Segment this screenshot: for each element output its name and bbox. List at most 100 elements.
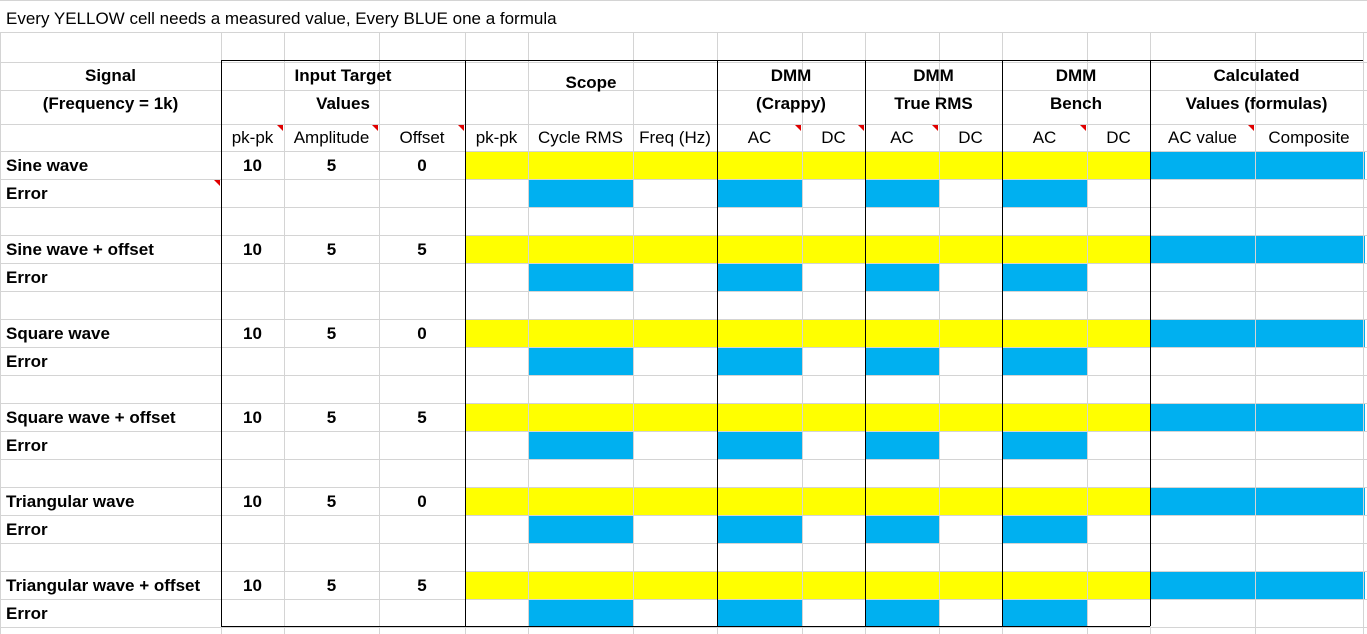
column-subheader[interactable]: Composite [1268, 128, 1350, 147]
error-label[interactable]: Error [6, 435, 48, 455]
column-subheader[interactable]: pk-pk [475, 128, 518, 147]
target-amplitude[interactable]: 5 [326, 239, 337, 259]
target-amplitude[interactable]: 5 [326, 155, 337, 175]
formula-cell[interactable] [1150, 235, 1365, 263]
column-subheader[interactable]: AC value [1168, 128, 1237, 147]
target-pkpk[interactable]: 10 [243, 407, 262, 427]
error-label[interactable]: Error [6, 519, 48, 539]
error-label[interactable]: Error [6, 267, 48, 287]
error-formula-cell[interactable] [717, 347, 802, 375]
formula-cell[interactable] [1150, 403, 1365, 431]
target-offset[interactable]: 0 [417, 155, 427, 175]
gridline-horizontal [0, 515, 1367, 516]
formula-cell[interactable] [1150, 319, 1365, 347]
signal-name[interactable]: Square wave [6, 323, 110, 343]
comment-indicator[interactable] [858, 125, 864, 131]
comment-indicator[interactable] [1248, 125, 1254, 131]
error-formula-cell[interactable] [1002, 263, 1087, 291]
error-formula-cell[interactable] [1002, 347, 1087, 375]
error-formula-cell[interactable] [865, 431, 939, 459]
error-formula-cell[interactable] [717, 263, 802, 291]
error-formula-cell[interactable] [528, 599, 633, 627]
comment-indicator[interactable] [277, 125, 283, 131]
signal-name[interactable]: Triangular wave [6, 491, 135, 511]
error-label[interactable]: Error [6, 183, 48, 203]
formula-cell[interactable] [1150, 151, 1365, 179]
column-subheader[interactable]: Amplitude [293, 128, 370, 147]
signal-name[interactable]: Triangular wave + offset [6, 575, 201, 595]
measured-cell[interactable] [465, 235, 1150, 263]
measured-cell[interactable] [465, 487, 1150, 515]
formula-cell[interactable] [1150, 487, 1365, 515]
header-dmm-true-rms[interactable]: DMM True RMS [865, 62, 1002, 118]
target-offset[interactable]: 5 [417, 407, 427, 427]
error-formula-cell[interactable] [717, 515, 802, 543]
target-amplitude[interactable]: 5 [326, 323, 337, 343]
error-label[interactable]: Error [6, 351, 48, 371]
comment-indicator[interactable] [795, 125, 801, 131]
column-subheader[interactable]: AC [747, 128, 772, 147]
error-formula-cell[interactable] [1002, 179, 1087, 207]
error-formula-cell[interactable] [1002, 599, 1087, 627]
target-pkpk[interactable]: 10 [243, 323, 262, 343]
column-subheader[interactable]: AC [1032, 128, 1057, 147]
measured-cell[interactable] [465, 403, 1150, 431]
header-input-target[interactable]: Input Target Values [221, 62, 465, 118]
comment-indicator[interactable] [214, 180, 220, 186]
error-formula-cell[interactable] [528, 179, 633, 207]
header-signal[interactable]: Signal (Frequency = 1k) [0, 62, 221, 118]
header-scope[interactable]: Scope [465, 62, 717, 104]
signal-name[interactable]: Sine wave [6, 155, 89, 175]
error-formula-cell[interactable] [865, 347, 939, 375]
error-formula-cell[interactable] [865, 263, 939, 291]
error-formula-cell[interactable] [717, 599, 802, 627]
measured-cell[interactable] [465, 319, 1150, 347]
comment-indicator[interactable] [372, 125, 378, 131]
error-formula-cell[interactable] [865, 179, 939, 207]
target-pkpk[interactable]: 10 [243, 155, 262, 175]
error-formula-cell[interactable] [865, 515, 939, 543]
column-subheader[interactable]: DC [821, 128, 846, 147]
error-formula-cell[interactable] [1002, 431, 1087, 459]
error-label[interactable]: Error [6, 603, 48, 623]
target-offset[interactable]: 0 [417, 491, 427, 511]
target-amplitude[interactable]: 5 [326, 575, 337, 595]
target-amplitude[interactable]: 5 [326, 491, 337, 511]
error-formula-cell[interactable] [1002, 515, 1087, 543]
column-subheader[interactable]: Freq (Hz) [639, 128, 711, 147]
target-amplitude[interactable]: 5 [326, 407, 337, 427]
signal-name[interactable]: Sine wave + offset [6, 239, 154, 259]
column-subheader[interactable]: DC [958, 128, 983, 147]
measured-cell[interactable] [465, 571, 1150, 599]
error-formula-cell[interactable] [528, 515, 633, 543]
target-offset[interactable]: 5 [417, 239, 427, 259]
error-formula-cell[interactable] [528, 431, 633, 459]
error-formula-cell[interactable] [528, 347, 633, 375]
column-subheader[interactable]: AC [890, 128, 914, 147]
header-calculated[interactable]: Calculated Values (formulas) [1150, 62, 1363, 118]
formula-cell[interactable] [1150, 571, 1365, 599]
error-formula-cell[interactable] [717, 431, 802, 459]
header-dmm-crappy[interactable]: DMM (Crappy) [717, 62, 865, 118]
target-offset[interactable]: 5 [417, 575, 427, 595]
gridline-horizontal [0, 263, 1367, 264]
target-offset[interactable]: 0 [417, 323, 427, 343]
comment-indicator[interactable] [1080, 125, 1086, 131]
column-subheader[interactable]: pk-pk [231, 128, 274, 147]
comment-indicator[interactable] [932, 125, 938, 131]
header-dmm-bench[interactable]: DMM Bench [1002, 62, 1150, 118]
error-formula-cell[interactable] [528, 263, 633, 291]
error-formula-cell[interactable] [865, 599, 939, 627]
signal-name[interactable]: Square wave + offset [6, 407, 176, 427]
column-subheader[interactable]: Cycle RMS [537, 128, 623, 147]
error-formula-cell[interactable] [717, 179, 802, 207]
measured-cell[interactable] [465, 151, 1150, 179]
comment-indicator[interactable] [458, 125, 464, 131]
target-pkpk[interactable]: 10 [243, 239, 262, 259]
target-pkpk[interactable]: 10 [243, 491, 262, 511]
target-pkpk[interactable]: 10 [243, 575, 262, 595]
column-subheader[interactable]: DC [1106, 128, 1131, 147]
column-subheader[interactable]: Offset [399, 128, 445, 147]
instruction-note[interactable]: Every YELLOW cell needs a measured value… [6, 8, 557, 28]
